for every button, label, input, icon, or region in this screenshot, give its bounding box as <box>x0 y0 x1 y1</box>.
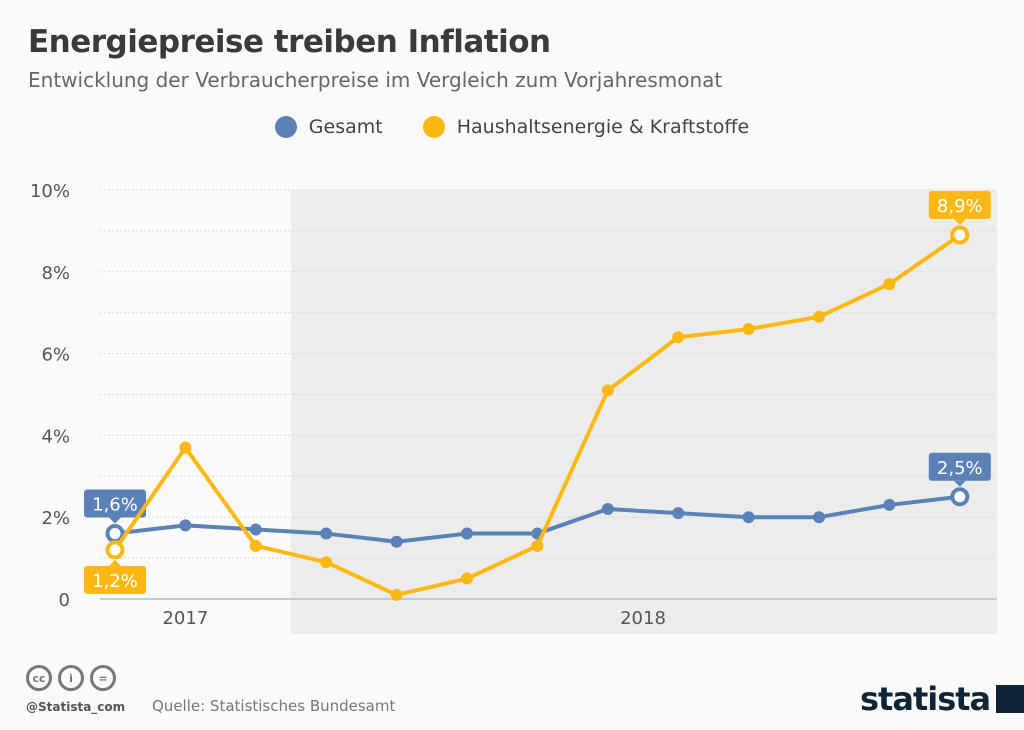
legend-label: Gesamt <box>308 116 383 138</box>
chart-subtitle: Entwicklung der Verbraucherpreise im Ver… <box>28 68 723 92</box>
data-point <box>249 523 262 536</box>
data-label-pointer <box>109 517 121 524</box>
legend: Gesamt Haushaltsenergie & Kraftstoffe <box>0 116 1024 138</box>
data-point <box>179 441 192 454</box>
data-point <box>461 572 473 585</box>
data-label: 1,6% <box>92 495 138 516</box>
legend-label: Haushaltsenergie & Kraftstoffe <box>456 116 750 138</box>
cc-icon: cc <box>26 665 52 691</box>
y-tick-label: 10% <box>30 181 70 202</box>
data-point <box>742 511 755 524</box>
logo-mark-icon <box>996 685 1024 713</box>
y-tick-label: 2% <box>41 508 70 529</box>
data-point <box>320 556 333 569</box>
data-point <box>813 310 825 323</box>
twitter-handle[interactable]: @Statista_com <box>26 700 126 714</box>
data-point-highlight <box>950 225 970 245</box>
data-label-box <box>84 565 146 594</box>
data-label-box <box>84 489 146 518</box>
chart-title: Energiepreise treiben Inflation <box>28 24 551 60</box>
x-year-label: 2017 <box>162 608 208 629</box>
license-icons: cc i = <box>26 665 116 691</box>
data-label: 2,5% <box>937 458 983 479</box>
data-label-pointer <box>109 559 121 566</box>
legend-swatch-energie <box>422 116 445 138</box>
legend-item-gesamt[interactable]: Gesamt <box>274 116 383 138</box>
data-point <box>883 278 896 291</box>
data-point <box>672 331 685 344</box>
data-point <box>742 323 755 336</box>
source-note: Quelle: Statistisches Bundesamt <box>152 697 396 715</box>
data-point <box>883 498 896 511</box>
data-point <box>813 511 825 524</box>
shaded-period-2018 <box>291 190 997 634</box>
data-point <box>320 527 333 540</box>
data-point-highlight <box>105 540 125 560</box>
y-tick-label: 0 <box>59 590 70 611</box>
data-label-pointer <box>953 480 966 487</box>
data-label-box <box>928 190 991 219</box>
data-label-pointer <box>953 218 966 225</box>
data-point <box>179 519 192 532</box>
data-point <box>390 535 403 548</box>
logo-text: statista <box>860 680 991 718</box>
data-point <box>601 503 614 516</box>
x-year-label: 2018 <box>620 608 666 629</box>
legend-item-energie[interactable]: Haushaltsenergie & Kraftstoffe <box>422 116 750 138</box>
y-tick-label: 6% <box>41 345 70 366</box>
data-point <box>390 588 403 601</box>
data-point <box>249 539 262 552</box>
y-tick-label: 8% <box>41 263 70 284</box>
legend-swatch-gesamt <box>274 116 297 138</box>
data-point <box>601 384 614 397</box>
statista-logo[interactable]: statista <box>860 680 1024 718</box>
data-label-box <box>928 452 991 481</box>
data-label: 1,2% <box>92 571 138 592</box>
data-point-highlight <box>950 487 970 507</box>
by-icon: i <box>58 665 84 691</box>
nd-icon: = <box>90 665 116 691</box>
data-point <box>672 507 685 520</box>
data-point <box>531 539 544 552</box>
data-point <box>461 527 473 540</box>
data-label: 8,9% <box>937 196 983 217</box>
y-tick-label: 4% <box>41 426 70 447</box>
